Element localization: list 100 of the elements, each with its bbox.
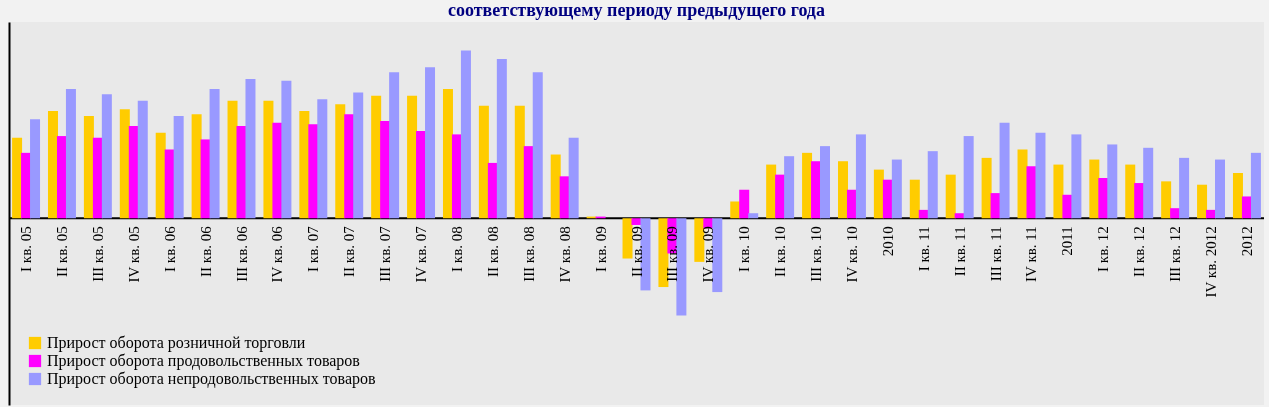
- x-tick-label: IV кв. 05: [125, 226, 142, 283]
- bar: [676, 218, 687, 316]
- bar: [766, 164, 777, 219]
- x-tick-label: IV кв. 11: [1023, 226, 1040, 282]
- bar: [622, 218, 633, 259]
- bar: [514, 105, 525, 219]
- x-tick-label: III кв. 10: [808, 226, 825, 282]
- bar: [873, 169, 884, 219]
- x-tick-label: I кв. 10: [736, 226, 753, 272]
- bar: [30, 119, 41, 219]
- bar: [1161, 181, 1172, 219]
- bar: [281, 80, 292, 219]
- bar: [47, 110, 58, 219]
- bar: [568, 137, 579, 219]
- bar: [344, 114, 355, 219]
- x-tick-label: II кв. 08: [484, 226, 501, 277]
- legend-label: Прирост оборота продовольственных товаров: [47, 352, 361, 370]
- bar: [308, 124, 319, 219]
- bar: [891, 159, 902, 219]
- x-tick-label: III кв. 08: [520, 226, 537, 282]
- bar: [164, 149, 175, 219]
- chart-title: соответствующему периоду предыдущего года: [448, 0, 825, 20]
- bar: [335, 104, 346, 219]
- bar: [712, 218, 723, 293]
- bar: [407, 95, 418, 219]
- bar: [820, 146, 831, 219]
- bar: [559, 176, 570, 219]
- legend-label: Прирост оборота розничной торговли: [47, 334, 306, 352]
- legend-label: Прирост оборота непродовольственных товаров: [47, 370, 377, 388]
- x-tick-label: 2010: [879, 226, 896, 257]
- bar: [263, 100, 274, 219]
- bar: [640, 218, 651, 291]
- bar: [1035, 132, 1046, 219]
- bar: [739, 189, 750, 219]
- bar: [1143, 147, 1154, 219]
- bar: [496, 58, 507, 219]
- bar: [784, 156, 795, 219]
- bar: [416, 131, 427, 219]
- x-tick-label: IV кв. 07: [413, 225, 430, 283]
- bar: [209, 89, 220, 219]
- bar: [83, 115, 94, 219]
- bar: [191, 114, 202, 219]
- bar: [694, 218, 705, 262]
- x-tick-label: III кв. 09: [664, 226, 681, 282]
- bar: [945, 174, 956, 219]
- bar: [532, 72, 543, 219]
- x-tick-label: IV кв. 09: [700, 226, 717, 283]
- bar: [1179, 157, 1190, 219]
- bar: [1215, 159, 1226, 219]
- bar: [478, 105, 489, 219]
- bar: [1089, 159, 1100, 219]
- bar: [1232, 172, 1243, 219]
- x-tick-label: III кв. 07: [377, 225, 394, 282]
- bar: [245, 79, 256, 219]
- x-tick-label: II кв. 12: [1131, 226, 1148, 277]
- bar: [550, 154, 561, 219]
- bar: [811, 161, 822, 219]
- x-tick-label: 2011: [1059, 226, 1076, 256]
- x-tick-label: IV кв. 2012: [1203, 226, 1220, 298]
- bar: [65, 89, 76, 219]
- x-tick-label: I кв. 09: [592, 226, 609, 272]
- bar: [442, 89, 453, 219]
- bar: [227, 100, 238, 219]
- bar: [999, 122, 1010, 219]
- bar: [523, 146, 534, 219]
- bar: [119, 109, 130, 219]
- x-tick-label: IV кв. 06: [269, 225, 286, 283]
- bar: [1071, 134, 1082, 219]
- bar: [101, 94, 112, 219]
- bar: [1053, 164, 1064, 219]
- x-tick-label: I кв. 05: [18, 226, 35, 272]
- bar: [1241, 196, 1252, 219]
- bar: [353, 92, 364, 219]
- bar: [299, 110, 310, 219]
- bar: [954, 213, 965, 219]
- bar: [1125, 164, 1136, 219]
- x-tick-label: II кв. 10: [772, 226, 789, 277]
- bar: [837, 161, 848, 219]
- bar: [425, 67, 436, 219]
- x-tick-label: I кв. 07: [305, 225, 322, 272]
- bar: [155, 132, 166, 219]
- x-tick-label: 2012: [1238, 226, 1255, 257]
- bar: [317, 99, 328, 219]
- bar: [748, 213, 759, 219]
- bar: [1250, 152, 1261, 219]
- x-tick-label: II кв. 09: [628, 226, 645, 277]
- x-tick-label: I кв. 06: [161, 225, 178, 272]
- bar: [137, 100, 148, 219]
- bar: [460, 50, 471, 219]
- x-tick-label: I кв. 12: [1095, 226, 1112, 272]
- bar: [927, 151, 938, 219]
- x-tick-label: II кв. 07: [341, 225, 358, 277]
- bar: [389, 72, 400, 219]
- bar: [173, 115, 184, 219]
- x-tick-label: III кв. 11: [987, 226, 1004, 282]
- x-tick-label: II кв. 05: [53, 226, 70, 277]
- bar: [909, 179, 920, 219]
- bar: [200, 139, 211, 219]
- bar: [1026, 166, 1037, 219]
- bar: [371, 95, 382, 219]
